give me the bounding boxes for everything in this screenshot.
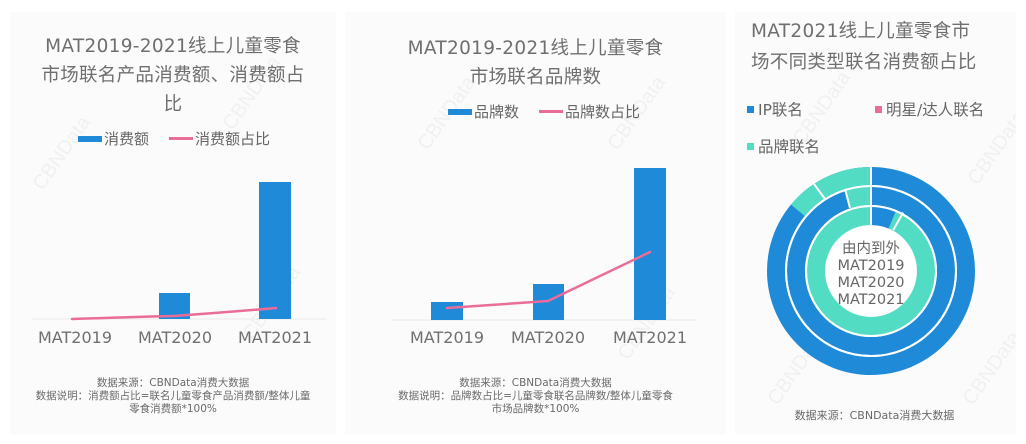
chart-panel-consumption: CBNData CBNData CBNData MAT2019-2021线上儿童… — [10, 12, 336, 435]
chart-title: MAT2019-2021线上儿童零食 市场联名产品消费额、消费额占 比 — [41, 36, 305, 115]
bar-mat2021 — [259, 182, 291, 319]
source-note: 数据来源：CBNData消费大数据 数据说明：消费额占比=联名儿童零食产品消费额… — [35, 377, 311, 415]
legend-item-ip: IP联名 — [747, 98, 803, 120]
chart-title: MAT2019-2021线上儿童零食 市场联名品牌数 — [407, 38, 664, 88]
x-tick-label: MAT2019 — [410, 328, 484, 347]
legend-swatch — [747, 105, 754, 113]
legend-swatch — [875, 105, 882, 113]
donut-center-label: 由内到外 MAT2019 MAT2020 MAT2021 — [837, 241, 905, 308]
x-tick-label: MAT2019 — [38, 328, 112, 347]
legend-line-swatch — [169, 137, 194, 140]
chart-panel-brand-count: CBNData CBNData CBNData MAT2019-2021线上儿童… — [345, 12, 726, 435]
legend-item-brand: 品牌联名 — [747, 135, 820, 157]
legend-label: 消费额占比 — [195, 130, 271, 148]
chart-panel-type-share: CBNData CBNData CBNData CBNData MAT2021线… — [735, 12, 1016, 435]
chart-legend: 消费额 消费额占比 — [78, 128, 270, 149]
bar-line-plot — [391, 168, 697, 321]
bar-mat2019 — [431, 302, 463, 320]
chart-legend: 品牌数 品牌数占比 — [448, 101, 640, 122]
source-note: 数据来源：CBNData消费大数据 数据说明：品牌数占比=儿童零食联名品牌数/整… — [398, 377, 673, 415]
legend-item-celebrity: 明星/达人联名 — [875, 98, 984, 120]
bar-line-plot — [32, 182, 326, 321]
legend-label: 消费额 — [104, 130, 150, 148]
legend-bar-swatch — [78, 135, 102, 142]
ratio-line — [445, 250, 652, 310]
x-tick-label: MAT2020 — [511, 328, 585, 347]
source-note: 数据来源：CBNData消费大数据 — [794, 409, 955, 422]
ratio-line — [70, 306, 278, 321]
legend-swatch — [747, 142, 754, 150]
x-tick-label: MAT2021 — [238, 328, 312, 347]
x-tick-label: MAT2021 — [613, 328, 687, 347]
legend-label: 品牌数占比 — [565, 103, 641, 121]
donut-hole — [826, 226, 916, 316]
nested-donut — [767, 166, 975, 375]
legend-line-swatch — [539, 110, 564, 113]
x-tick-label: MAT2020 — [138, 328, 212, 347]
chart-title: MAT2021线上儿童零食市 场不同类型联名消费额占比 — [751, 21, 977, 73]
legend-bar-swatch — [448, 108, 472, 115]
bar-mat2021 — [634, 168, 666, 320]
legend-label: 品牌数 — [474, 103, 520, 121]
